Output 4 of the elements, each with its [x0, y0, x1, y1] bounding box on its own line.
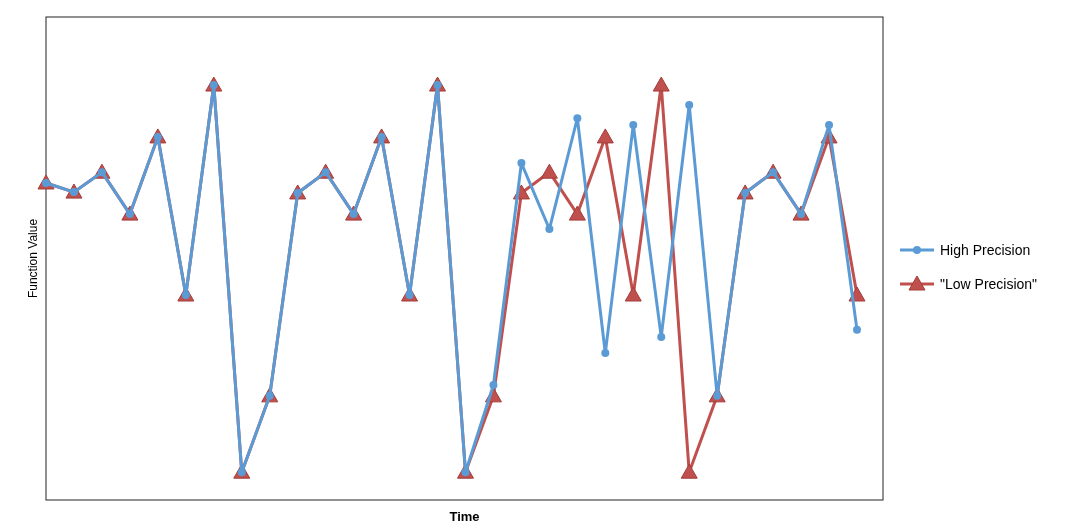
- legend-label: High Precision: [940, 242, 1031, 258]
- y-axis-title: Function Value: [26, 218, 40, 299]
- x-axis-title: Time: [449, 509, 480, 524]
- legend-label: "Low Precision": [940, 276, 1038, 292]
